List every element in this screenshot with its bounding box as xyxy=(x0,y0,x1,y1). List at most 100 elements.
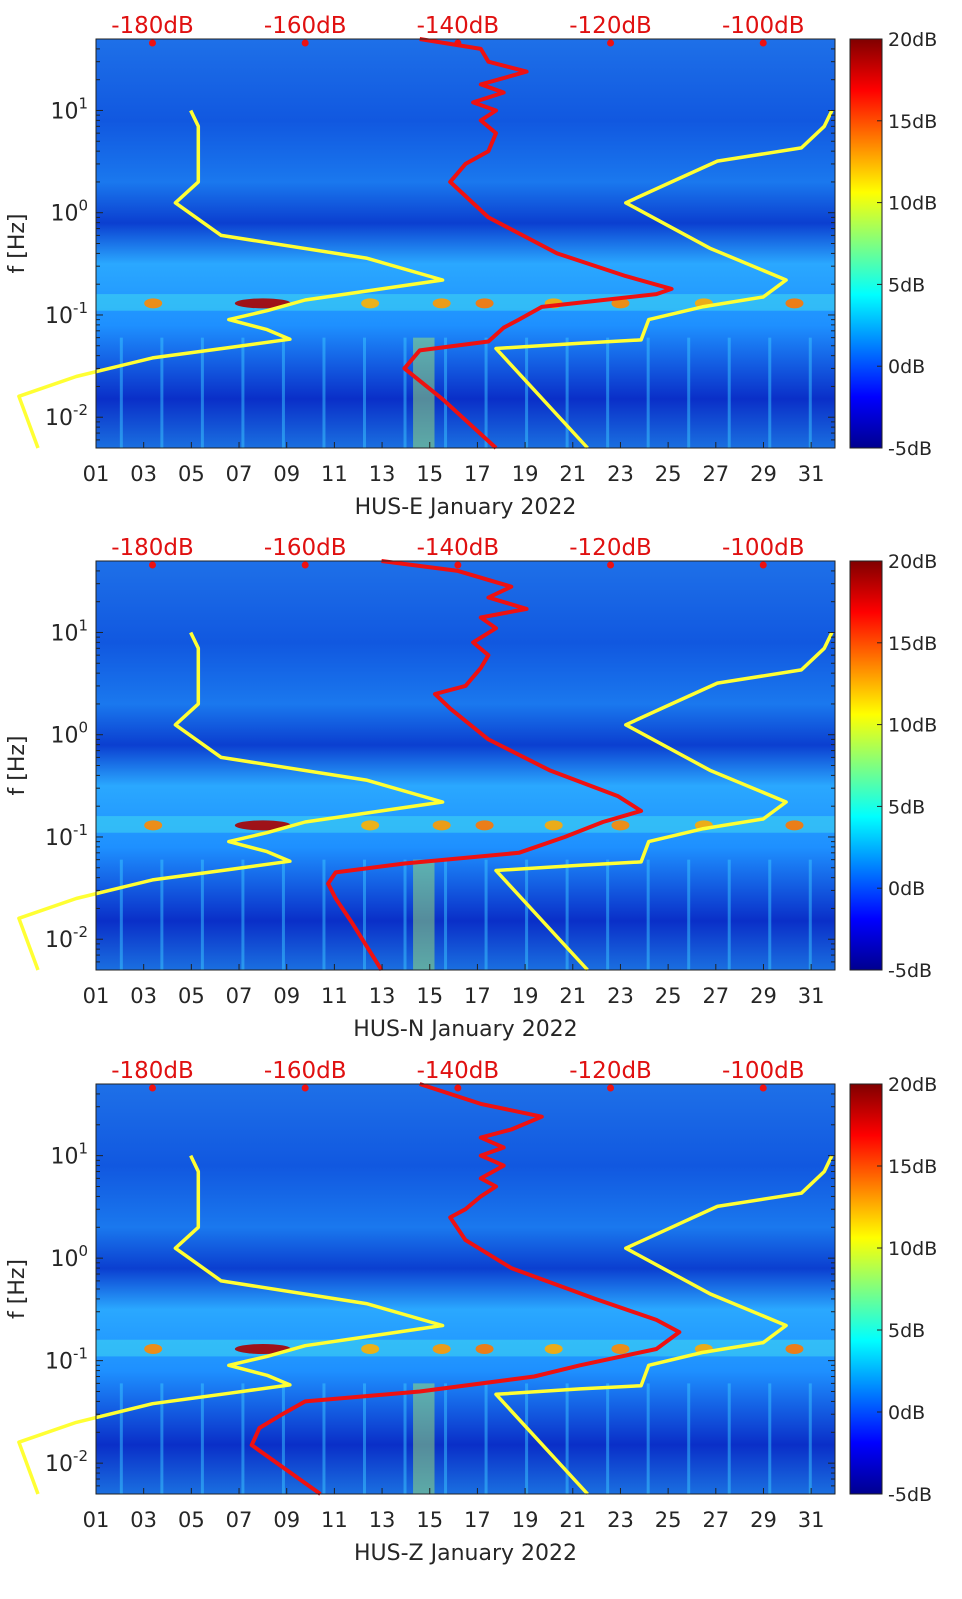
top-axis-label: -160dB xyxy=(264,535,347,561)
storm-blob xyxy=(234,298,291,309)
x-tick-label: 09 xyxy=(273,1508,300,1532)
colorbar xyxy=(849,1083,883,1495)
x-tick-label: 03 xyxy=(130,1508,157,1532)
noise-streak xyxy=(281,859,285,970)
spectrogram-area xyxy=(96,561,835,970)
noise-streak xyxy=(281,337,285,448)
noise-streak xyxy=(808,859,812,970)
x-axis-label: HUS-E January 2022 xyxy=(355,495,577,520)
noise-streak xyxy=(606,1383,610,1494)
storm-blob xyxy=(475,820,494,831)
top-axis-label: -140dB xyxy=(417,1058,500,1084)
top-axis-label: -140dB xyxy=(417,13,500,39)
colorbar-tick-label: -5dB xyxy=(888,1484,932,1506)
top-axis-label: -120dB xyxy=(569,13,652,39)
y-tick-exponent: -2 xyxy=(73,1447,88,1465)
series-median-PSD xyxy=(326,559,644,972)
y-tick-exponent: -1 xyxy=(73,821,88,839)
y-tick-label: 10-1 xyxy=(45,299,88,329)
x-tick-label: 03 xyxy=(130,462,157,486)
colorbar-tick-label: 0dB xyxy=(888,356,925,378)
x-tick-label: 01 xyxy=(83,984,110,1008)
top-axis-marker xyxy=(759,561,767,569)
storm-blob xyxy=(611,298,630,309)
noise-streak xyxy=(687,1383,691,1494)
noise-streak xyxy=(322,337,326,448)
y-tick-label: 10-1 xyxy=(45,1345,88,1375)
noise-streak xyxy=(646,859,650,970)
noise-streak xyxy=(119,337,123,448)
storm-blob xyxy=(144,1343,163,1354)
x-tick-label: 25 xyxy=(655,462,682,486)
x-tick-label: 27 xyxy=(702,984,729,1008)
top-axis-label: -180dB xyxy=(111,1058,194,1084)
top-axis-label: -160dB xyxy=(264,13,347,39)
y-tick-exponent: 0 xyxy=(78,197,88,215)
series-high-noise-model xyxy=(17,631,445,971)
x-tick-label: 21 xyxy=(559,462,586,486)
x-tick-label: 01 xyxy=(83,462,110,486)
colorbar-tick-label: 5dB xyxy=(888,1320,925,1342)
noise-streak xyxy=(768,337,772,448)
top-axis-label: -160dB xyxy=(264,1058,347,1084)
colorbar-tick-label: 15dB xyxy=(888,111,937,133)
series-low-noise-model xyxy=(494,109,834,450)
colorbar-tick-label: 20dB xyxy=(888,29,937,51)
y-tick-exponent: 0 xyxy=(78,1242,88,1260)
y-tick-label: 10-2 xyxy=(45,1447,88,1477)
storm-blob xyxy=(234,820,291,831)
storm-blob xyxy=(361,298,380,309)
x-tick-label: 15 xyxy=(416,984,443,1008)
colorbar-tick-label: -5dB xyxy=(888,438,932,460)
storm-blob xyxy=(611,1343,630,1354)
x-tick-label: 13 xyxy=(369,984,396,1008)
x-tick-label: 03 xyxy=(130,984,157,1008)
y-axis-label: f [Hz] xyxy=(5,1259,30,1319)
colorbar xyxy=(849,38,883,449)
noise-streak xyxy=(687,337,691,448)
y-tick-exponent: 0 xyxy=(78,719,88,737)
x-tick-label: 25 xyxy=(655,1508,682,1532)
x-tick-label: 07 xyxy=(226,1508,253,1532)
noise-streak xyxy=(241,1383,245,1494)
series-low-noise-model xyxy=(494,1154,834,1496)
top-axis-marker xyxy=(607,1084,615,1092)
x-tick-label: 11 xyxy=(321,984,348,1008)
noise-streak xyxy=(362,337,366,448)
noise-streak xyxy=(362,859,366,970)
noise-streak xyxy=(525,337,529,448)
x-tick-label: 31 xyxy=(798,984,825,1008)
noise-streak xyxy=(241,859,245,970)
y-tick-exponent: -1 xyxy=(73,299,88,317)
noise-streak xyxy=(362,1383,366,1494)
noise-streak xyxy=(444,337,448,448)
storm-blob xyxy=(785,1343,804,1354)
series-high-noise-model xyxy=(17,109,445,449)
storm-blob xyxy=(475,1343,494,1354)
noise-streak xyxy=(119,859,123,970)
x-tick-label: 05 xyxy=(178,1508,205,1532)
colorbar xyxy=(849,560,883,971)
series-low-noise-model xyxy=(494,631,834,972)
x-tick-label: 07 xyxy=(226,462,253,486)
noise-streak xyxy=(768,1383,772,1494)
colorbar-tick-label: 10dB xyxy=(888,193,937,215)
x-tick-label: 19 xyxy=(512,984,539,1008)
x-tick-label: 29 xyxy=(750,984,777,1008)
storm-blob xyxy=(144,298,163,309)
colorbar-tick-label: 10dB xyxy=(888,1238,937,1260)
storm-blob xyxy=(544,820,563,831)
noise-streak xyxy=(646,337,650,448)
y-tick-label: 10-2 xyxy=(45,401,88,431)
noise-streak xyxy=(160,337,164,448)
x-tick-label: 07 xyxy=(226,984,253,1008)
noise-streak xyxy=(322,1383,326,1494)
noise-streak xyxy=(484,859,488,970)
y-tick-label: 100 xyxy=(50,197,88,227)
x-tick-label: 13 xyxy=(369,462,396,486)
x-tick-label: 21 xyxy=(559,984,586,1008)
x-tick-label: 15 xyxy=(416,1508,443,1532)
x-tick-label: 27 xyxy=(702,1508,729,1532)
x-tick-label: 15 xyxy=(416,462,443,486)
